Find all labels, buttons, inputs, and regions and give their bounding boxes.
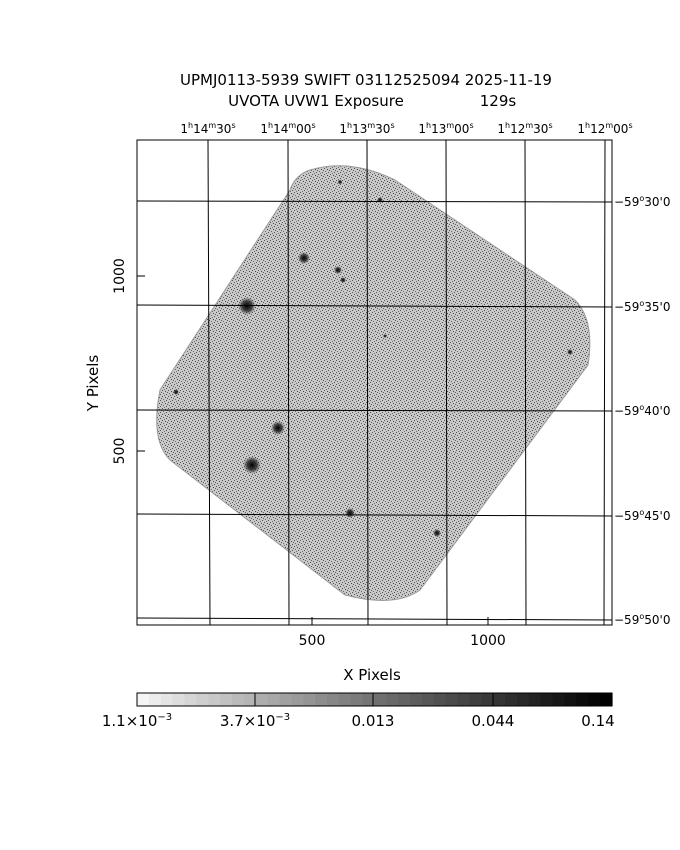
colorbar-cell xyxy=(232,693,245,706)
source xyxy=(334,266,342,274)
source xyxy=(377,197,383,203)
colorbar-cell xyxy=(445,693,459,706)
colorbar-cell xyxy=(267,693,281,706)
colorbar-cell xyxy=(457,693,471,706)
bright-source xyxy=(271,421,285,435)
bright-source xyxy=(298,252,310,264)
ra-tick-label: 1h14m30s xyxy=(180,121,235,136)
source xyxy=(340,277,346,283)
dec-tick-label: −59o50'0 xyxy=(614,612,670,627)
dec-grid-line xyxy=(137,513,612,517)
dec-tick-label: −59o30'0 xyxy=(614,194,670,209)
exposure-footprint xyxy=(156,165,591,601)
coordinate-grid xyxy=(137,140,612,625)
source xyxy=(173,389,179,395)
colorbar-cell xyxy=(196,693,209,706)
colorbar-cell xyxy=(398,693,411,706)
source xyxy=(345,508,355,518)
ra-tick-label: 1h12m30s xyxy=(497,121,552,136)
colorbar-label: 0.14 xyxy=(581,712,614,730)
y-tick-label: 1000 xyxy=(112,258,128,294)
dec-grid-line xyxy=(137,200,612,203)
title-line-2-label: UVOTA UVW1 Exposure xyxy=(228,92,404,110)
ra-tick-labels: 1h14m30s 1h14m00s 1h13m30s 1h13m00s 1h12… xyxy=(180,121,632,136)
dec-tick-label: −59o35'0 xyxy=(614,299,670,314)
colorbar-cell xyxy=(386,693,399,706)
source xyxy=(337,179,343,185)
x-tick-label: 1000 xyxy=(470,633,506,649)
dec-grid-line xyxy=(137,304,612,308)
ra-grid-line xyxy=(603,140,606,625)
dec-tick-label: −59o40'0 xyxy=(614,403,670,418)
source xyxy=(567,349,573,355)
dec-grid-line xyxy=(137,617,612,621)
title-line-1: UPMJ0113-5939 SWIFT 03112525094 2025-11-… xyxy=(180,71,552,89)
colorbar-cell xyxy=(576,693,589,706)
colorbar-cell xyxy=(243,693,257,706)
colorbar-cell xyxy=(148,693,162,706)
x-axis-label: X Pixels xyxy=(343,666,401,684)
colorbar-cell xyxy=(172,693,186,706)
colorbar-ticks xyxy=(254,693,494,706)
colorbar-label: 0.044 xyxy=(472,712,515,730)
title-exposure-value: 129s xyxy=(480,92,517,110)
colorbar-cell xyxy=(469,693,482,706)
colorbar-cell xyxy=(374,693,387,706)
colorbar-cell xyxy=(291,693,304,706)
colorbar-cell xyxy=(350,693,364,706)
pixel-axis-ticks xyxy=(137,275,489,625)
colorbar-cell xyxy=(208,693,221,706)
ra-tick-label: 1h14m00s xyxy=(260,121,315,136)
point-sources xyxy=(173,179,573,537)
source xyxy=(433,529,441,537)
ra-grid-line xyxy=(524,140,527,625)
colorbar-cell xyxy=(517,693,530,706)
ra-tick-label: 1h12m00s xyxy=(577,121,632,136)
colorbar-frame xyxy=(136,692,613,707)
ra-tick-label: 1h13m30s xyxy=(339,121,394,136)
ra-grid-line xyxy=(366,140,369,625)
x-tick-label: 500 xyxy=(299,633,326,649)
colorbar-cell xyxy=(493,693,506,706)
colorbar-cell xyxy=(410,693,423,706)
colorbar-cell xyxy=(600,693,613,706)
colorbar-label: 1.1×10−3 xyxy=(102,712,172,730)
colorbar-cell xyxy=(315,693,328,706)
colorbar-cell xyxy=(588,693,601,706)
dec-tick-labels: −59o30'0 −59o35'0 −59o40'0 −59o45'0 −59o… xyxy=(614,194,670,627)
ra-grid-line xyxy=(207,140,211,625)
colorbar-cell xyxy=(184,693,197,706)
bright-source xyxy=(243,456,261,474)
ra-grid-line xyxy=(287,140,290,625)
colorbar-cell xyxy=(422,693,435,706)
colorbar-cell xyxy=(528,693,542,706)
colorbar-cell xyxy=(279,693,292,706)
y-axis-label: Y Pixels xyxy=(84,355,102,413)
colorbar-label: 3.7×10−3 xyxy=(220,712,290,730)
dec-tick-label: −59o45'0 xyxy=(614,508,670,523)
colorbar-cell xyxy=(552,693,566,706)
colorbar-label: 0.013 xyxy=(352,712,395,730)
colorbar-cell xyxy=(362,693,376,706)
colorbar-cell xyxy=(338,693,352,706)
ra-grid-line xyxy=(445,140,448,625)
colorbar-cell xyxy=(564,693,577,706)
colorbar-cell xyxy=(481,693,494,706)
colorbar-cell xyxy=(540,693,554,706)
colorbar-cell xyxy=(433,693,447,706)
source xyxy=(383,334,387,338)
colorbar xyxy=(136,692,613,707)
colorbar-cell xyxy=(327,693,340,706)
colorbar-cell xyxy=(303,693,316,706)
ra-tick-label: 1h13m00s xyxy=(418,121,473,136)
colorbar-cell xyxy=(137,693,150,706)
bright-source xyxy=(238,297,256,315)
y-tick-label: 500 xyxy=(112,438,128,465)
colorbar-cell xyxy=(220,693,233,706)
colorbar-cell xyxy=(505,693,518,706)
colorbar-cell xyxy=(160,693,174,706)
colorbar-cell xyxy=(255,693,269,706)
dec-grid-line xyxy=(137,409,612,412)
